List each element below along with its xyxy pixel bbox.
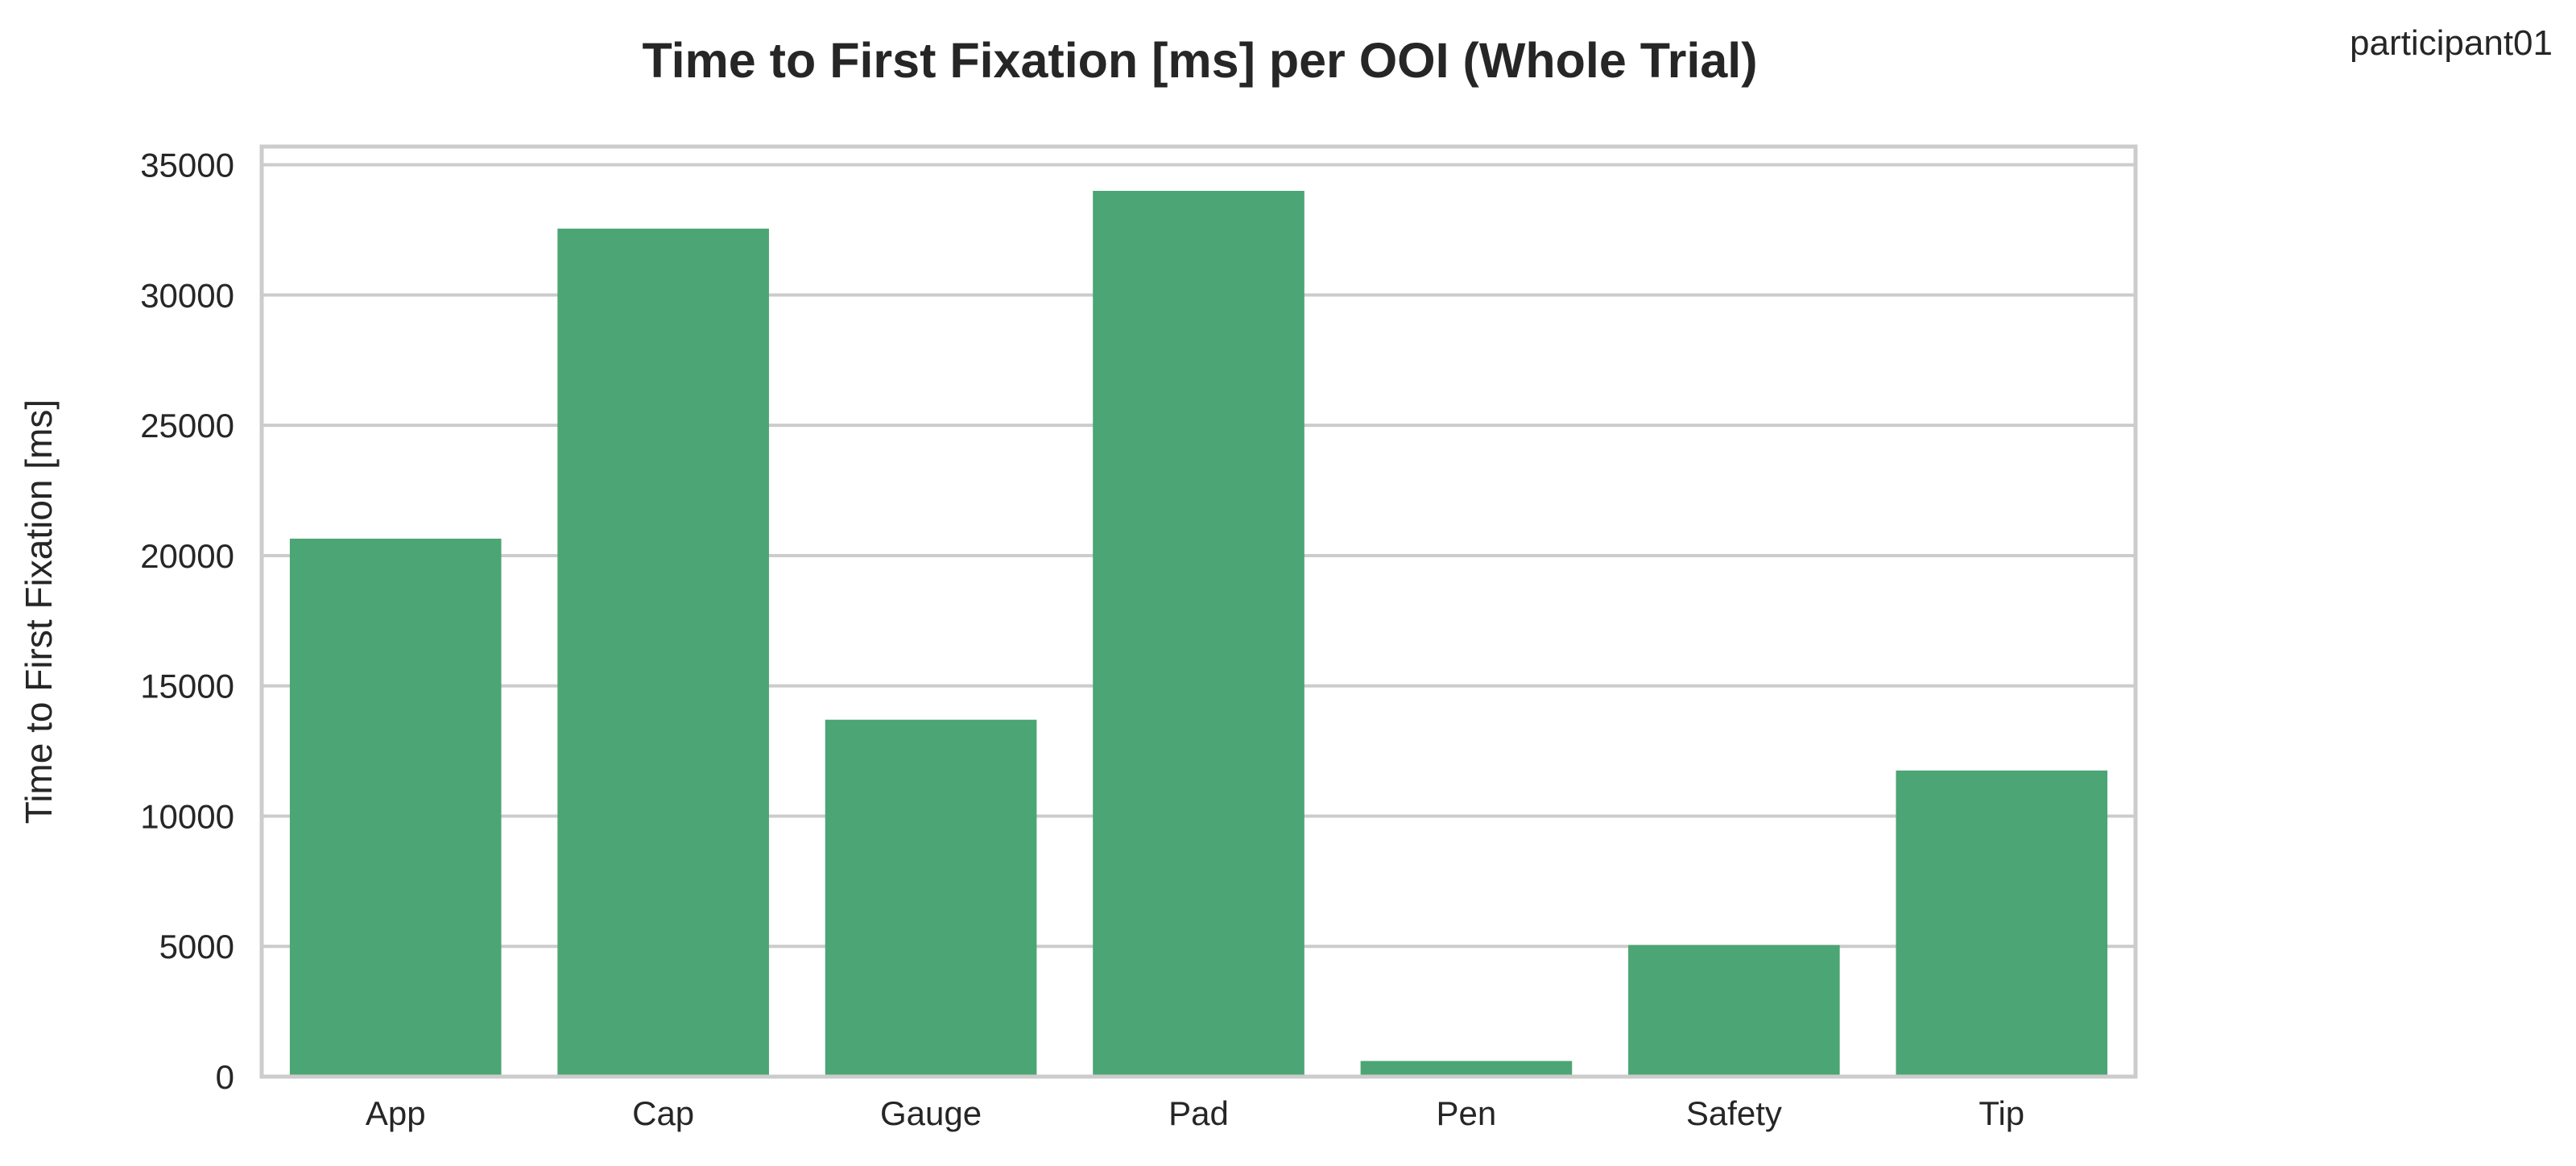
- bar-tip: [1896, 770, 2108, 1077]
- participant-label: participant01: [2350, 23, 2553, 63]
- y-tick-label: 0: [216, 1058, 234, 1096]
- x-tick-label: Safety: [1686, 1094, 1782, 1132]
- bar-cap: [557, 228, 769, 1077]
- x-tick-label: Tip: [1979, 1094, 2024, 1132]
- x-tick-label: Cap: [632, 1094, 694, 1132]
- y-tick-label: 20000: [140, 537, 234, 575]
- bar-safety: [1628, 945, 1840, 1077]
- y-tick-label: 10000: [140, 797, 234, 835]
- y-tick-label: 35000: [140, 147, 234, 184]
- y-tick-label: 30000: [140, 276, 234, 314]
- bar-gauge: [825, 719, 1037, 1077]
- bar-app: [289, 538, 502, 1077]
- plot-frame: [259, 144, 2138, 1079]
- y-tick-label: 5000: [159, 928, 234, 965]
- y-tick-label: 25000: [140, 407, 234, 444]
- x-tick-label: Pad: [1168, 1094, 1229, 1132]
- chart-title: Time to First Fixation [ms] per OOI (Who…: [642, 33, 1757, 88]
- bar-pen: [1360, 1061, 1573, 1077]
- bars: [289, 191, 2108, 1077]
- x-tick-label: Gauge: [880, 1094, 982, 1132]
- y-tick-label: 15000: [140, 668, 234, 705]
- x-tick-labels: App Cap Gauge Pad Pen Safety Tip: [366, 1094, 2024, 1132]
- bar-pad: [1093, 191, 1305, 1077]
- x-tick-label: Pen: [1437, 1094, 1497, 1132]
- y-axis-label: Time to First Fixation [ms]: [18, 399, 60, 824]
- x-tick-label: App: [366, 1094, 426, 1132]
- y-tick-labels: 0 5000 10000 15000 20000 25000 30000 35000: [140, 147, 234, 1096]
